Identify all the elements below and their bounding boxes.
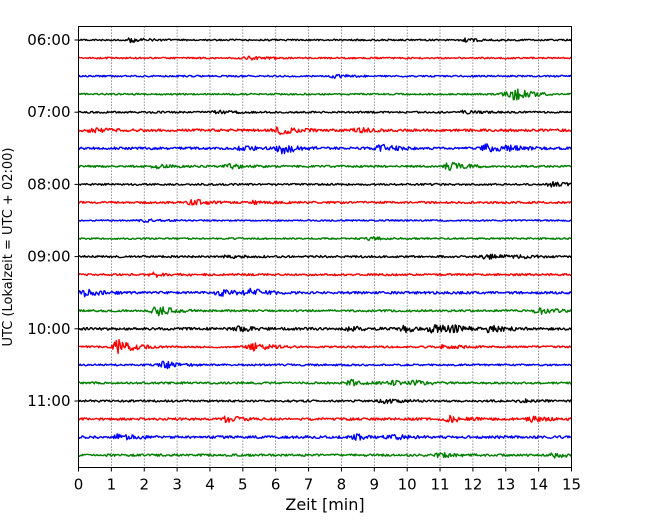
x-tick-label: 0 bbox=[74, 476, 84, 494]
x-tick-label: 2 bbox=[139, 476, 149, 494]
y-axis: 06:00 07:00 08:00 09:00 10:00 11:00 bbox=[27, 31, 79, 410]
seismic-trace-0800 bbox=[78, 180, 572, 188]
y-tick-label: 09:00 bbox=[27, 248, 70, 266]
seismic-trace-0715 bbox=[77, 126, 573, 136]
seismic-trace-0745 bbox=[77, 161, 572, 172]
seismic-trace-1000 bbox=[78, 324, 572, 334]
seismic-trace-0645 bbox=[78, 88, 572, 101]
y-tick-label: 11:00 bbox=[27, 392, 70, 410]
seismic-trace-1100 bbox=[77, 398, 572, 405]
seismic-trace-0915 bbox=[77, 271, 572, 278]
seismic-trace-1015 bbox=[78, 339, 572, 355]
x-tick-label: 9 bbox=[370, 476, 380, 494]
seismic-trace-0630 bbox=[78, 73, 572, 79]
seismic-trace-0945 bbox=[77, 306, 573, 317]
y-axis-label: UTC (Lokalzeit = UTC + 02:00) bbox=[1, 148, 16, 347]
x-tick-label: 12 bbox=[463, 476, 482, 494]
trace-group bbox=[77, 37, 573, 459]
x-tick-label: 8 bbox=[337, 476, 347, 494]
seismic-trace-0600 bbox=[78, 37, 573, 44]
seismic-trace-0700 bbox=[78, 109, 572, 115]
seismic-trace-1045 bbox=[78, 378, 572, 387]
seismic-trace-0930 bbox=[77, 287, 573, 298]
x-tick-label: 5 bbox=[238, 476, 248, 494]
x-tick-label: 15 bbox=[562, 476, 581, 494]
seismic-trace-0815 bbox=[78, 198, 572, 206]
x-axis: 0 1 2 3 4 5 6 7 8 9 10 11 12 13 14 15 bbox=[74, 467, 581, 494]
x-tick-label: 4 bbox=[205, 476, 215, 494]
seismic-trace-1145 bbox=[78, 452, 573, 459]
x-tick-label: 6 bbox=[271, 476, 281, 494]
y-tick-label: 06:00 bbox=[27, 31, 70, 49]
seismic-trace-0730 bbox=[77, 143, 573, 155]
seismic-trace-1030 bbox=[78, 360, 572, 370]
x-tick-label: 14 bbox=[529, 476, 548, 494]
x-tick-label: 13 bbox=[496, 476, 515, 494]
plot-frame bbox=[78, 26, 572, 468]
seismic-trace-1115 bbox=[78, 414, 573, 424]
x-axis-label: Zeit [min] bbox=[285, 495, 364, 514]
seismic-trace-0900 bbox=[78, 253, 573, 260]
x-tick-label: 11 bbox=[430, 476, 449, 494]
y-tick-label: 10:00 bbox=[27, 320, 70, 338]
seismic-trace-0845 bbox=[78, 236, 572, 242]
seismic-trace-1130 bbox=[77, 433, 572, 441]
y-tick-label: 07:00 bbox=[27, 103, 70, 121]
x-tick-label: 3 bbox=[172, 476, 182, 494]
seismic-trace-0615 bbox=[78, 55, 572, 61]
x-tick-label: 10 bbox=[398, 476, 417, 494]
x-tick-label: 1 bbox=[107, 476, 117, 494]
y-tick-label: 08:00 bbox=[27, 175, 70, 193]
x-tick-label: 7 bbox=[304, 476, 314, 494]
seismic-trace-0830 bbox=[78, 218, 572, 224]
